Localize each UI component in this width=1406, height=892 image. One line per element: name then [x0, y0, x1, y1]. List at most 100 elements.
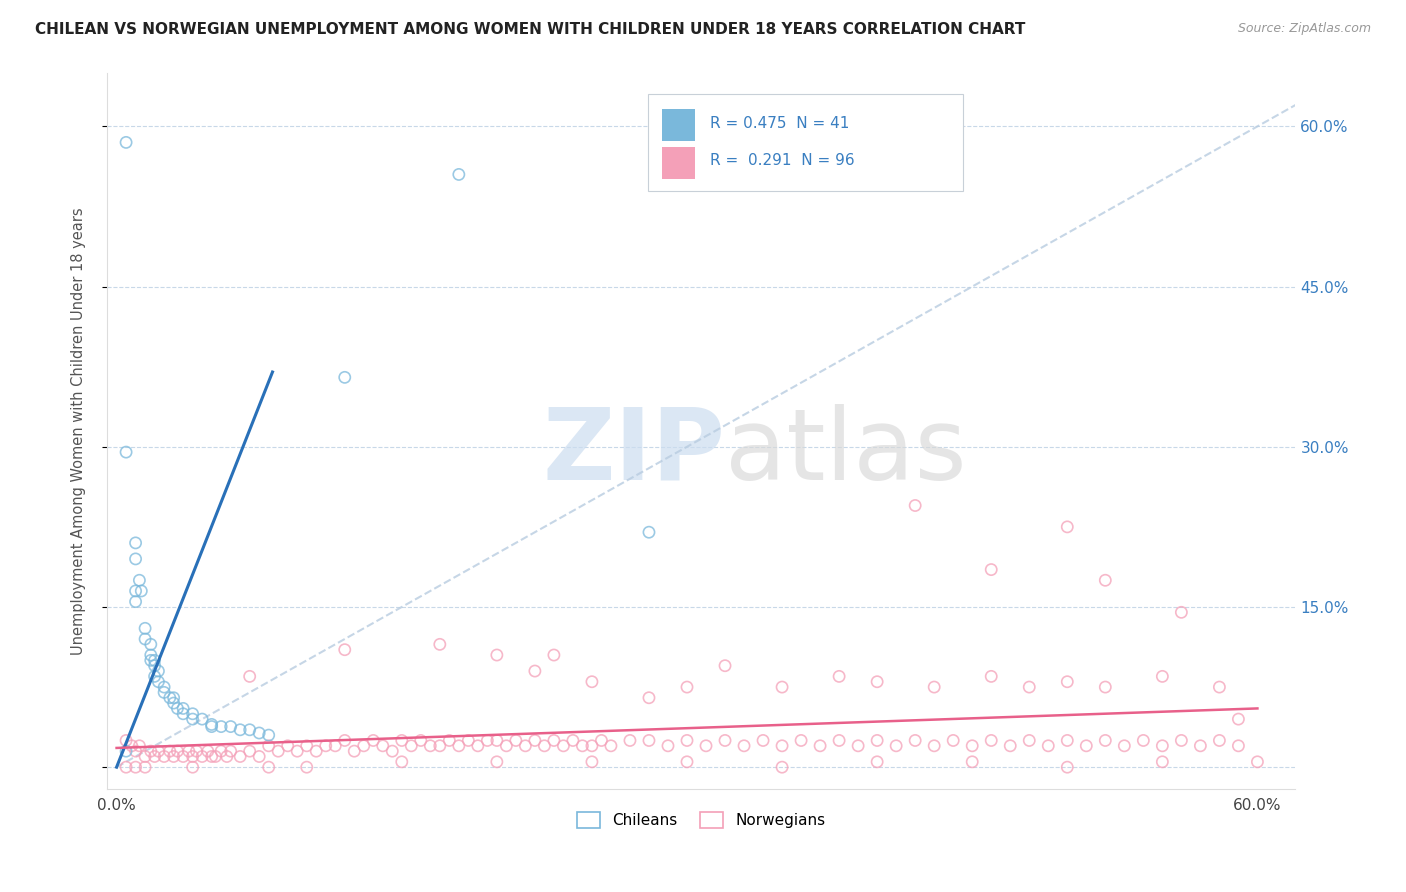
Point: [581, 755, 603, 769]
Point: [1114, 739, 1136, 753]
Point: [866, 733, 889, 747]
Point: [148, 664, 170, 678]
Point: [128, 739, 150, 753]
Point: [115, 733, 138, 747]
Point: [148, 674, 170, 689]
Point: [148, 744, 170, 758]
Point: [229, 723, 252, 737]
Point: [239, 669, 262, 683]
Point: [162, 749, 184, 764]
Point: [600, 739, 623, 753]
Point: [305, 744, 328, 758]
Point: [267, 744, 290, 758]
Point: [638, 733, 661, 747]
Point: [153, 685, 176, 699]
Point: [172, 701, 194, 715]
Point: [904, 499, 927, 513]
Point: [201, 720, 224, 734]
Point: [714, 658, 737, 673]
Point: [495, 739, 517, 753]
Point: [239, 744, 262, 758]
Point: [191, 749, 214, 764]
Point: [1038, 739, 1060, 753]
Point: [115, 744, 138, 758]
Point: [409, 733, 432, 747]
Point: [124, 552, 146, 566]
Legend: Chileans, Norwegians: Chileans, Norwegians: [571, 806, 832, 835]
Point: [134, 632, 156, 646]
Point: [790, 733, 813, 747]
Point: [177, 744, 200, 758]
Point: [143, 653, 166, 667]
Point: [657, 739, 679, 753]
Point: [124, 583, 146, 598]
Text: ZIP: ZIP: [543, 404, 725, 500]
Point: [1246, 755, 1268, 769]
Point: [638, 690, 661, 705]
Point: [172, 706, 194, 721]
Point: [429, 637, 451, 651]
Point: [391, 733, 413, 747]
Point: [1076, 739, 1098, 753]
Point: [295, 739, 318, 753]
Point: [115, 760, 138, 774]
Point: [1056, 760, 1078, 774]
Point: [922, 680, 945, 694]
Point: [134, 621, 156, 635]
Text: Source: ZipAtlas.com: Source: ZipAtlas.com: [1237, 22, 1371, 36]
Point: [1152, 739, 1174, 753]
Point: [209, 744, 232, 758]
Point: [523, 733, 546, 747]
Point: [247, 749, 270, 764]
Point: [162, 690, 184, 705]
Point: [1227, 712, 1250, 726]
Point: [429, 739, 451, 753]
Point: [808, 739, 831, 753]
Point: [115, 136, 138, 150]
Point: [980, 563, 1002, 577]
Point: [676, 755, 699, 769]
Point: [166, 744, 188, 758]
Text: CHILEAN VS NORWEGIAN UNEMPLOYMENT AMONG WOMEN WITH CHILDREN UNDER 18 YEARS CORRE: CHILEAN VS NORWEGIAN UNEMPLOYMENT AMONG …: [35, 22, 1025, 37]
Point: [323, 739, 346, 753]
Point: [197, 744, 219, 758]
Point: [543, 648, 565, 662]
Point: [1018, 680, 1040, 694]
Point: [361, 733, 384, 747]
Point: [181, 712, 204, 726]
Point: [733, 739, 755, 753]
Point: [1056, 733, 1078, 747]
Point: [467, 739, 489, 753]
Point: [439, 733, 461, 747]
Point: [115, 445, 138, 459]
Point: [960, 755, 983, 769]
Point: [229, 749, 252, 764]
Point: [447, 739, 470, 753]
Point: [204, 749, 226, 764]
Point: [752, 733, 775, 747]
Point: [828, 733, 851, 747]
Point: [1000, 739, 1022, 753]
Point: [181, 749, 204, 764]
Point: [1152, 755, 1174, 769]
Point: [1170, 605, 1192, 619]
Point: [676, 733, 699, 747]
Text: R = 0.475  N = 41: R = 0.475 N = 41: [710, 116, 849, 130]
Point: [186, 744, 208, 758]
Point: [139, 744, 162, 758]
Point: [134, 749, 156, 764]
Point: [1227, 739, 1250, 753]
Point: [1094, 733, 1116, 747]
Point: [553, 739, 575, 753]
Point: [201, 717, 224, 731]
Point: [381, 744, 404, 758]
Point: [581, 739, 603, 753]
Point: [1056, 520, 1078, 534]
Point: [1152, 669, 1174, 683]
Point: [714, 733, 737, 747]
Point: [139, 653, 162, 667]
Point: [533, 739, 555, 753]
Point: [505, 733, 527, 747]
Point: [638, 525, 661, 540]
Point: [477, 733, 499, 747]
